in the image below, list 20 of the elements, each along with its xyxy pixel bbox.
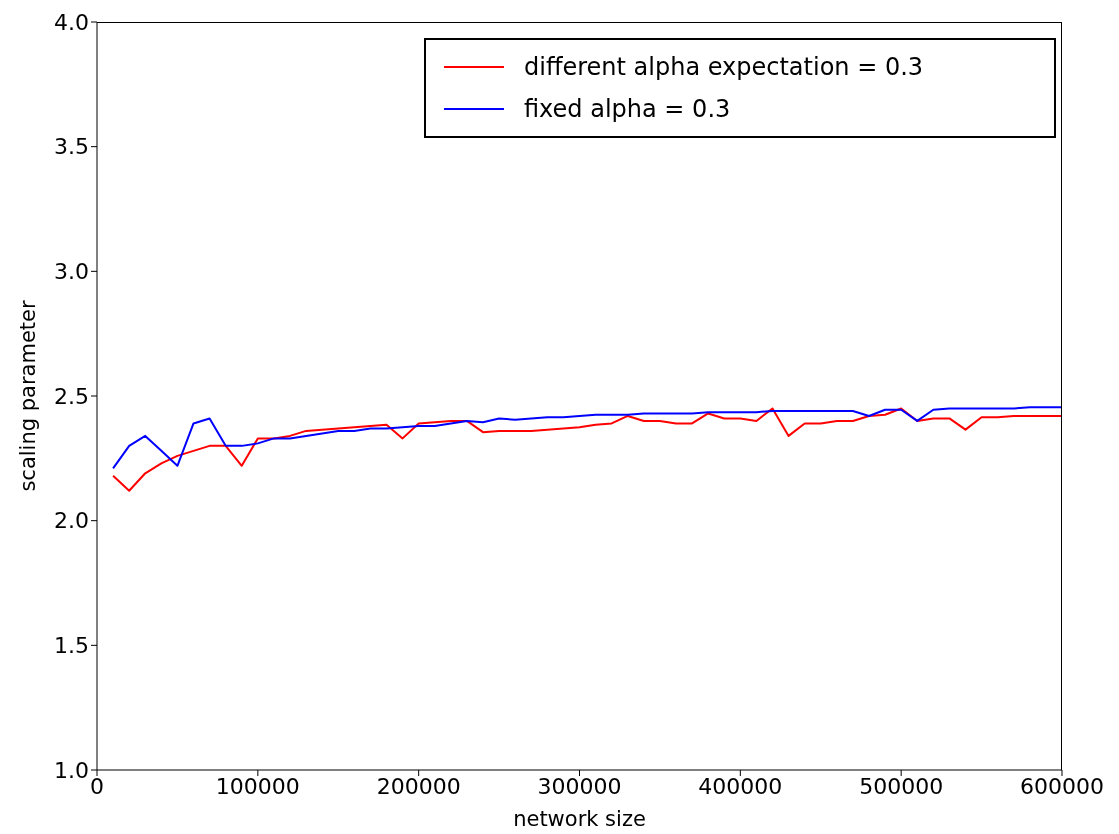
y-tick-label: 4.0 bbox=[54, 9, 89, 35]
y-tick-label: 1.0 bbox=[54, 757, 89, 783]
y-tick-label: 2.5 bbox=[54, 383, 89, 409]
legend-label: different alpha expectation = 0.3 bbox=[524, 53, 924, 81]
legend-label: fixed alpha = 0.3 bbox=[524, 95, 731, 123]
y-tick-label: 3.5 bbox=[54, 134, 89, 160]
y-axis-title: scaling parameter bbox=[16, 300, 40, 492]
x-tick-label: 500000 bbox=[859, 773, 944, 799]
x-tick-label: 200000 bbox=[376, 773, 461, 799]
x-tick-label: 600000 bbox=[1020, 773, 1104, 799]
line-series bbox=[112, 406, 1062, 470]
y-tick-label: 2.0 bbox=[54, 508, 89, 534]
x-tick-label: 100000 bbox=[215, 773, 300, 799]
y-tick-label: 3.0 bbox=[54, 259, 89, 285]
line-series bbox=[112, 407, 1062, 492]
y-tick-label: 1.5 bbox=[54, 633, 89, 659]
x-axis-title: network size bbox=[513, 807, 646, 831]
x-tick-label: 400000 bbox=[698, 773, 783, 799]
x-tick-label: 0 bbox=[90, 773, 104, 799]
x-tick-label: 300000 bbox=[537, 773, 622, 799]
